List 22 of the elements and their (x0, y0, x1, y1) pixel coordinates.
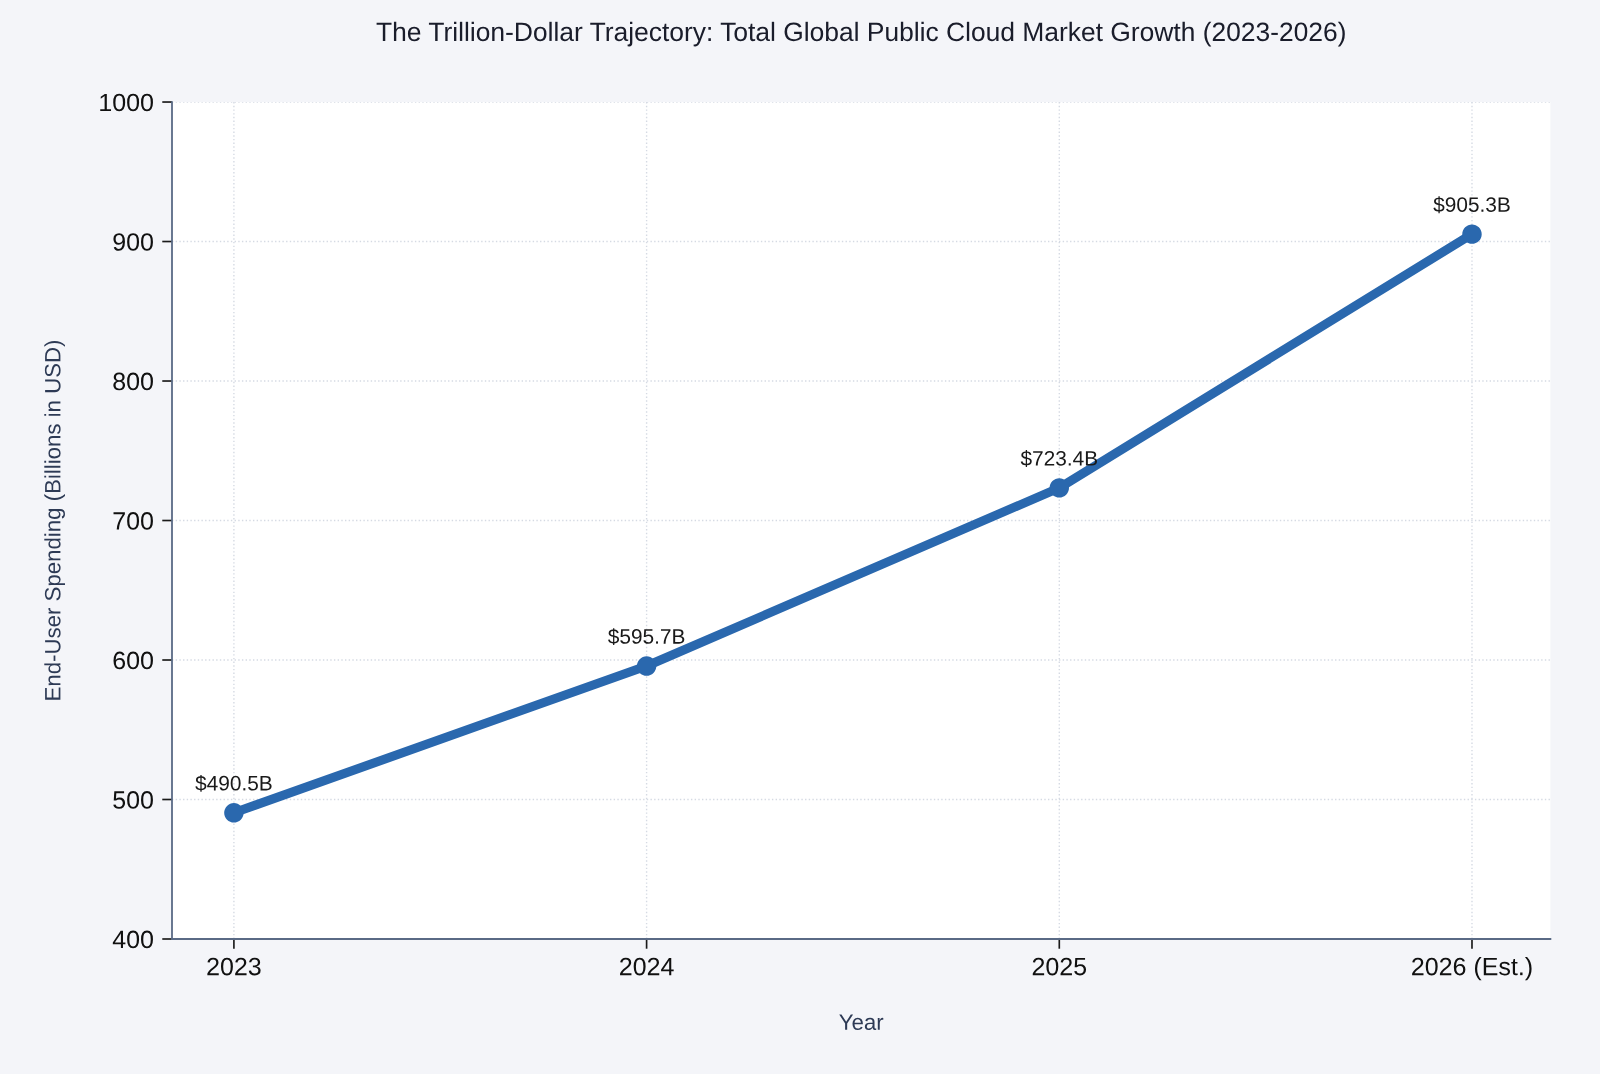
y-tick-label: 900 (113, 233, 153, 251)
x-tick-label: 2026 (Est.) (1412, 957, 1532, 981)
x-tick-label: 2024 (620, 957, 674, 976)
y-axis-title: End-User Spending (Billions in USD) (44, 340, 65, 700)
point (224, 803, 244, 823)
x-axis-title: Year (839, 1014, 884, 1031)
x-tick-label: 2025 (1032, 957, 1087, 976)
y-tick-label: 700 (113, 512, 153, 530)
y-tick-label: 400 (112, 930, 153, 949)
data-label: $595.7B (608, 628, 685, 646)
data-label: $905.3B (1433, 196, 1510, 214)
point (1462, 224, 1482, 244)
y-tick-label: 500 (113, 791, 153, 809)
data-label: $490.5B (195, 774, 272, 792)
chart-title: The Trillion-Dollar Trajectory: Total Global Public Cloud Market Growth (2023-2026) (376, 21, 1345, 47)
point (1049, 478, 1070, 498)
data-label: $723.4B (1020, 450, 1097, 467)
x-tick-label: 2023 (207, 957, 261, 976)
point (636, 656, 657, 676)
y-tick-label: 1000 (100, 93, 153, 112)
y-tick-label: 800 (113, 372, 153, 391)
y-tick-label: 600 (113, 651, 153, 670)
